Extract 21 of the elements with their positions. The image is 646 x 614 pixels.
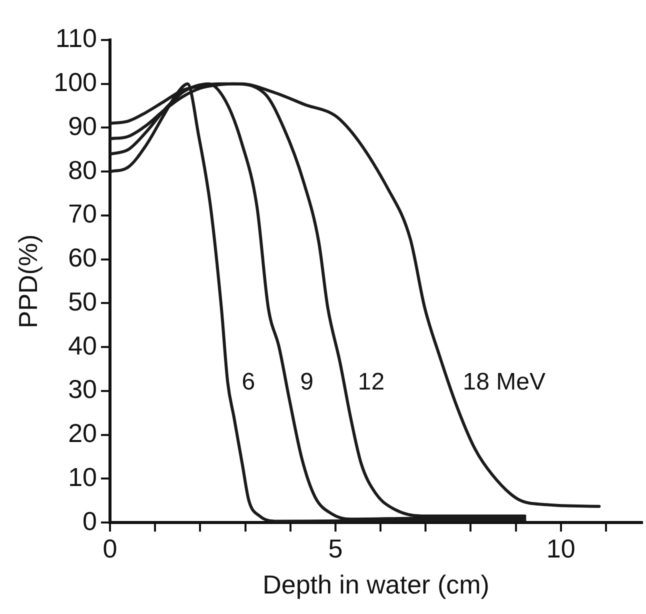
y-tick-label: 90	[68, 110, 97, 141]
y-tick-label: 0	[82, 506, 97, 536]
y-tick-label: 80	[68, 154, 97, 185]
y-tick-label: 30	[68, 374, 97, 404]
y-tick-label: 70	[68, 198, 97, 229]
series-label: 12	[358, 368, 385, 396]
x-tick-label: 0	[102, 533, 118, 564]
y-tick-label: 60	[68, 242, 97, 273]
y-tick-label: 20	[68, 418, 97, 448]
y-axis-title: PPD(%)	[12, 234, 43, 328]
y-tick-label: 110	[56, 23, 97, 54]
x-tick-label: 5	[328, 533, 343, 564]
x-tick-label: 10	[546, 533, 576, 564]
y-tick-label: 50	[68, 286, 97, 316]
x-axis-title: Depth in water (cm)	[262, 570, 490, 600]
series-label: 6	[242, 368, 256, 396]
series-label: 9	[300, 368, 314, 396]
y-tick-label: 40	[68, 330, 97, 360]
series-label: 18 MeV	[462, 368, 546, 396]
y-tick-label: 100	[54, 67, 97, 98]
y-tick-label: 10	[68, 462, 97, 492]
